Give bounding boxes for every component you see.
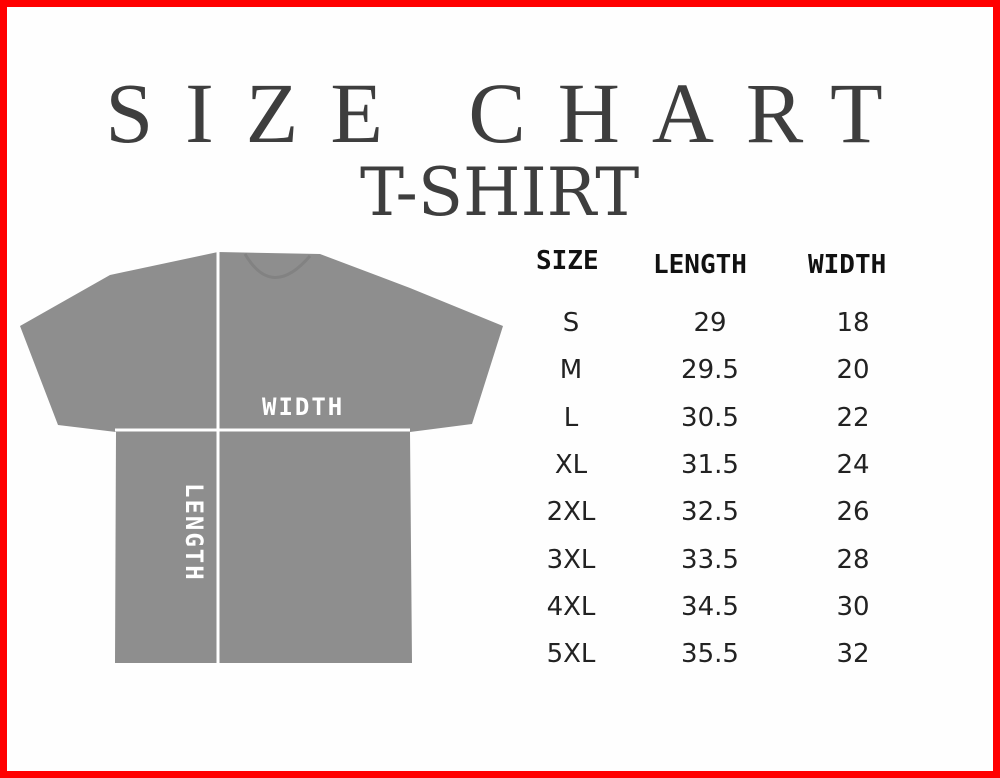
header-size: SIZE: [536, 246, 599, 276]
length-cell: 30.5: [681, 402, 739, 433]
width-cell: 22: [836, 402, 870, 433]
width-cell: 26: [836, 497, 870, 528]
width-cell: 24: [836, 449, 870, 480]
size-cell: 3XL: [546, 544, 596, 575]
size-cell: M: [559, 355, 583, 386]
size-cell: 5XL: [546, 639, 596, 670]
tshirt-shape: [20, 252, 503, 663]
length-cell: 29.5: [681, 355, 739, 386]
page-subtitle: T-SHIRT: [360, 154, 640, 231]
width-cell: 18: [836, 308, 870, 338]
size-cell: XL: [554, 449, 588, 480]
width-cell: 20: [836, 355, 870, 386]
length-cell: 31.5: [681, 449, 739, 480]
page-title: SIZE CHART: [105, 65, 915, 161]
header-length: LENGTH: [653, 250, 747, 280]
size-cell: L: [563, 402, 579, 433]
length-cell: 29: [693, 308, 727, 338]
tshirt-collar: [243, 253, 312, 279]
length-cell: 35.5: [681, 639, 739, 670]
length-cell: 34.5: [681, 591, 739, 622]
width-label: WIDTH: [262, 393, 345, 421]
length-cell: 32.5: [681, 497, 739, 528]
width-cell: 28: [836, 544, 870, 575]
length-label: LENGTH: [180, 483, 208, 582]
size-cell: S: [562, 308, 580, 338]
size-cell: 2XL: [546, 497, 596, 528]
width-cell: 32: [836, 639, 870, 670]
header-width: WIDTH: [808, 250, 887, 280]
width-cell: 30: [836, 591, 870, 622]
size-cell: 4XL: [546, 591, 596, 622]
length-cell: 33.5: [681, 544, 739, 575]
